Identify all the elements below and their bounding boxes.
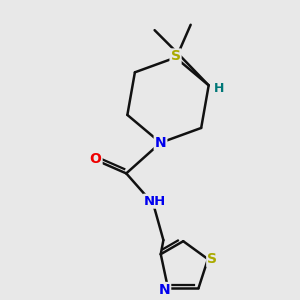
Text: H: H [214, 82, 224, 95]
Text: N: N [159, 283, 170, 297]
Text: O: O [90, 152, 101, 166]
Text: S: S [170, 50, 181, 63]
Text: S: S [207, 252, 217, 266]
Text: N: N [155, 136, 166, 150]
Text: NH: NH [144, 195, 166, 208]
